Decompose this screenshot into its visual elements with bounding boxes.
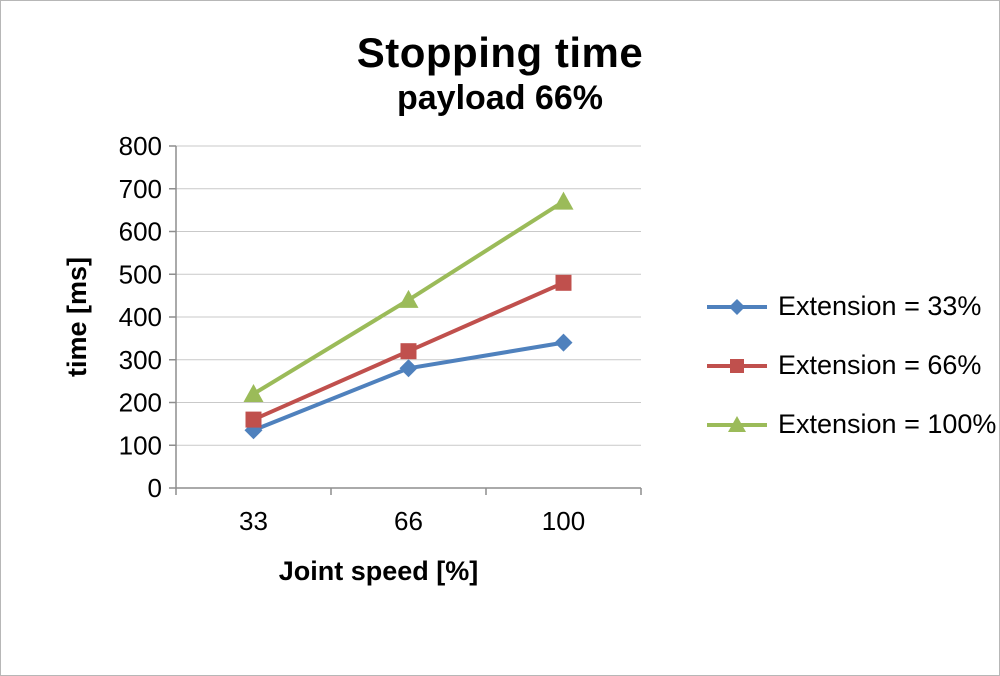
chart-title: Stopping time <box>356 29 644 76</box>
x-axis-title: Joint speed [%] <box>279 556 479 586</box>
legend-label: Extension = 100% <box>778 409 997 440</box>
marker-triangle <box>243 384 264 403</box>
legend-item: Extension = 66% <box>705 350 996 381</box>
plot-area: 0 100 200 300 400 500 600 700 800 33 66 100 time [ms… <box>62 131 642 586</box>
y-tick-label: 100 <box>119 431 162 461</box>
legend: Extension = 33% Extension = 66% Extension … <box>705 291 996 440</box>
chart-titles: Stopping time payload 66% <box>1 1 999 118</box>
y-tick-label: 400 <box>119 302 162 332</box>
y-tick-label: 300 <box>119 345 162 375</box>
y-axis-title: time [ms] <box>62 257 92 377</box>
marker-triangle <box>398 290 419 309</box>
y-tick-label: 500 <box>119 260 162 290</box>
x-tick-label: 33 <box>239 506 268 536</box>
legend-label: Extension = 33% <box>778 291 982 322</box>
y-tick-label: 600 <box>119 217 162 247</box>
legend-diamond-icon <box>707 298 767 315</box>
chart-body: 0 100 200 300 400 500 600 700 800 33 66 100 time [ms… <box>1 126 999 596</box>
legend-item: Extension = 100% <box>705 409 996 440</box>
marker-diamond <box>399 359 418 378</box>
legend-label: Extension = 66% <box>778 350 982 381</box>
legend-item: Extension = 33% <box>705 291 996 322</box>
x-tick-label: 66 <box>394 506 423 536</box>
marker-square <box>730 358 744 373</box>
y-tick-label: 800 <box>119 131 162 161</box>
marker-diamond <box>729 298 745 315</box>
marker-triangle <box>553 191 574 210</box>
x-tick-label: 100 <box>542 506 585 536</box>
marker-diamond <box>554 334 573 353</box>
chart-subtitle: payload 66% <box>397 79 603 118</box>
marker-square <box>400 343 417 360</box>
marker-square <box>245 411 262 428</box>
legend-square-icon <box>707 358 767 373</box>
marker-triangle <box>728 415 746 432</box>
legend-triangle-icon <box>707 415 767 432</box>
y-tick-label: 700 <box>119 174 162 204</box>
y-tick-label: 0 <box>148 473 162 503</box>
marker-square <box>555 275 572 292</box>
y-tick-label: 200 <box>119 388 162 418</box>
